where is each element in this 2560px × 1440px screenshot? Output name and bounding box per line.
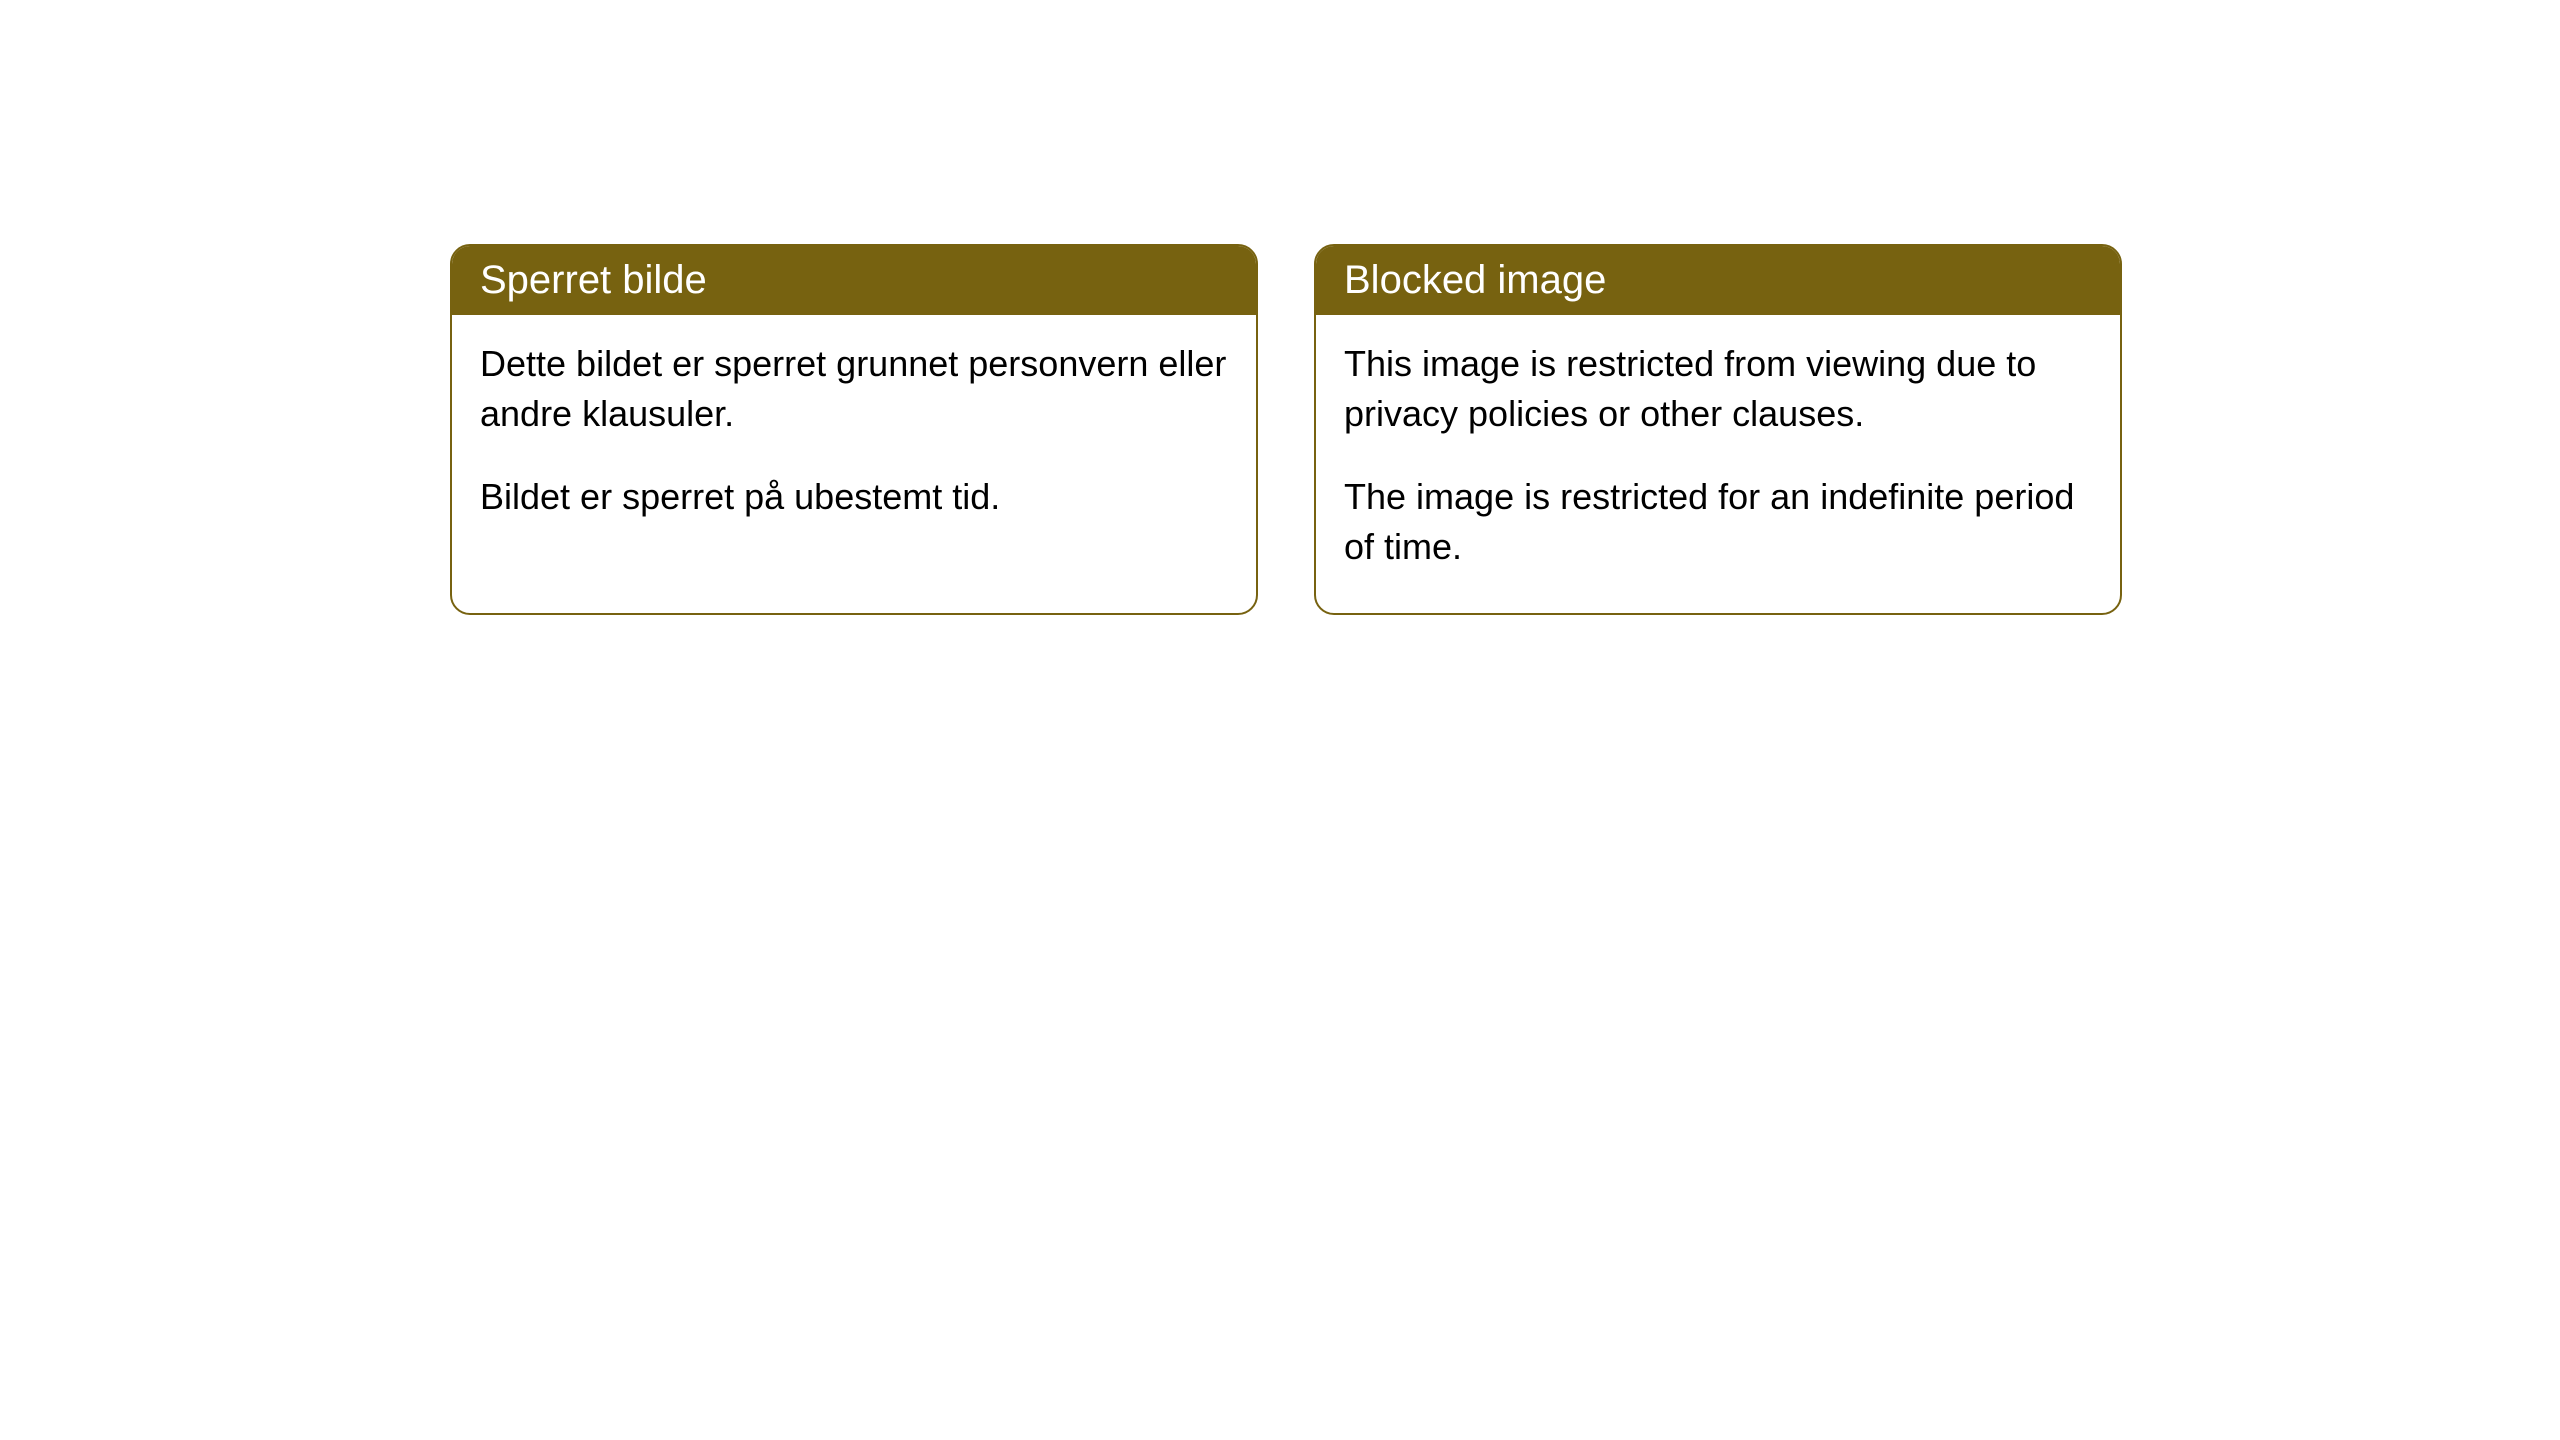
notice-cards-container: Sperret bilde Dette bildet er sperret gr… (0, 0, 2560, 615)
blocked-image-card-norwegian: Sperret bilde Dette bildet er sperret gr… (450, 244, 1258, 615)
notice-text-line2: Bildet er sperret på ubestemt tid. (480, 472, 1228, 522)
notice-text-line2: The image is restricted for an indefinit… (1344, 472, 2092, 573)
notice-text-line1: Dette bildet er sperret grunnet personve… (480, 339, 1228, 440)
card-body-norwegian: Dette bildet er sperret grunnet personve… (452, 315, 1256, 562)
card-header-english: Blocked image (1316, 246, 2120, 315)
blocked-image-card-english: Blocked image This image is restricted f… (1314, 244, 2122, 615)
card-body-english: This image is restricted from viewing du… (1316, 315, 2120, 613)
card-header-norwegian: Sperret bilde (452, 246, 1256, 315)
notice-text-line1: This image is restricted from viewing du… (1344, 339, 2092, 440)
